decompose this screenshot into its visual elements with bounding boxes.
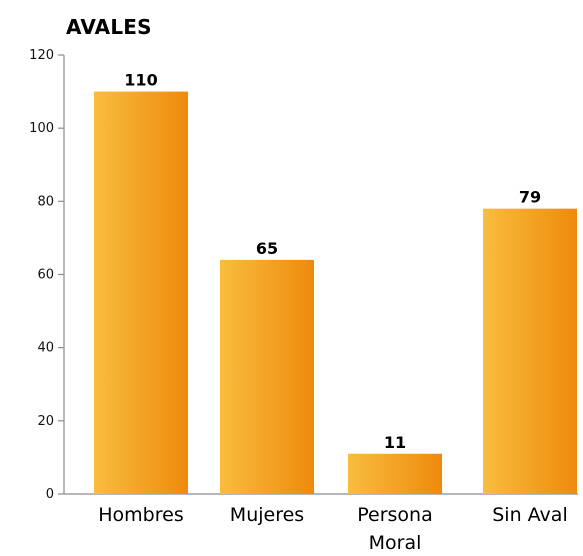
y-tick-label: 20: [37, 414, 54, 429]
data-label: 79: [519, 188, 541, 207]
y-tick-label: 120: [29, 48, 54, 63]
y-axis: 0 20 40 60 80 100 120: [29, 48, 578, 502]
data-label: 110: [124, 71, 157, 90]
y-tick-label: 100: [29, 121, 54, 136]
y-tick-label: 0: [46, 487, 54, 502]
data-label: 65: [256, 239, 278, 258]
bar: [94, 91, 188, 494]
bars: [94, 91, 577, 494]
category-label: Moral: [369, 532, 422, 554]
bar: [483, 208, 577, 494]
data-label: 11: [384, 433, 406, 452]
labels: 110 Hombres 65 Mujeres 11 Persona Moral 79 Sin A…: [98, 71, 567, 554]
category-label: Hombres: [98, 504, 183, 526]
category-label: Sin Aval: [492, 504, 567, 526]
y-tick-label: 40: [37, 341, 54, 356]
bar: [220, 259, 314, 494]
category-label: Mujeres: [230, 504, 304, 526]
chart-title: AVALES: [66, 15, 152, 39]
y-tick-label: 80: [37, 194, 54, 209]
category-label: Persona: [357, 504, 433, 526]
bar: [348, 453, 442, 494]
y-tick-label: 60: [37, 268, 54, 283]
